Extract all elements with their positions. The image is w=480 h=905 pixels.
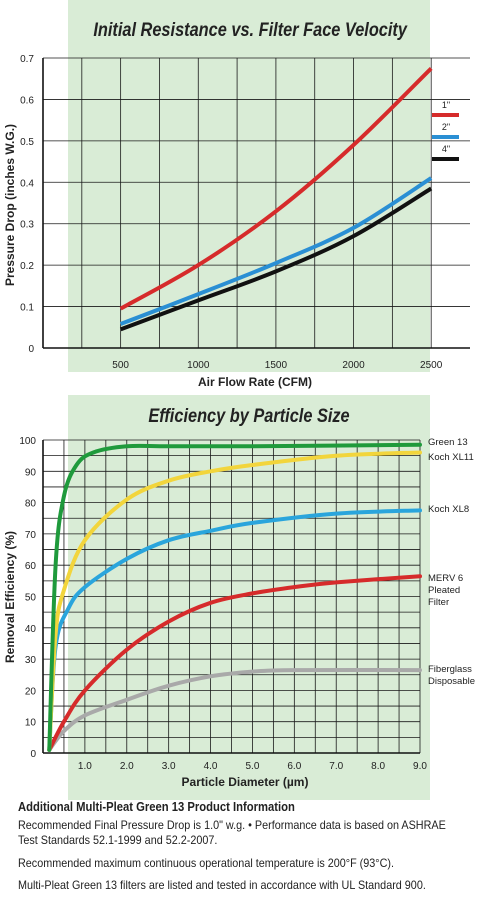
chart1-background-panel <box>68 0 430 372</box>
x-tick-label: 1000 <box>187 360 210 371</box>
series-label: MERV 6 Pleated Filter <box>428 573 463 608</box>
y-tick-label: 0.3 <box>20 220 34 231</box>
series-line <box>47 574 422 752</box>
y-tick-label: 100 <box>19 436 36 447</box>
y-tick-label: 10 <box>25 718 37 729</box>
x-tick-label: 2000 <box>342 360 365 371</box>
series-label: Koch XL8 <box>428 504 469 515</box>
y-tick-label: 70 <box>25 530 37 541</box>
series-label-line: Koch XL11 <box>428 452 474 463</box>
chart2-title: Efficiency by Particle Size <box>148 406 350 427</box>
x-tick-label: 5.0 <box>245 761 259 772</box>
y-tick-label: 0 <box>30 749 36 760</box>
series-label: Green 13 <box>428 437 468 448</box>
series-line <box>119 186 433 332</box>
y-tick-label: 40 <box>25 624 37 635</box>
y-tick-label: 0.5 <box>20 137 34 148</box>
y-tick-label: 50 <box>25 593 37 604</box>
chart2-background-panel <box>68 395 430 800</box>
series-line <box>47 442 422 752</box>
x-tick-label: 6.0 <box>287 761 301 772</box>
series-line <box>47 667 422 752</box>
legend-label: 4" <box>442 144 450 154</box>
series-label-line: MERV 6 <box>428 573 463 584</box>
info-text-ul: Multi-Pleat Green 13 filters are listed … <box>18 878 426 892</box>
info-text-pressure: Recommended Final Pressure Drop is 1.0" … <box>18 818 446 847</box>
y-tick-label: 0.4 <box>20 178 34 189</box>
series-label-line: Filter <box>428 597 449 608</box>
series-label-line: Green 13 <box>428 437 468 448</box>
series-line <box>47 508 422 752</box>
x-axis-label: Air Flow Rate (CFM) <box>198 375 312 389</box>
x-tick-label: 9.0 <box>413 761 427 772</box>
x-tick-label: 1500 <box>265 360 288 371</box>
x-tick-label: 2500 <box>420 360 443 371</box>
x-tick-label: 4.0 <box>204 761 218 772</box>
y-tick-label: 0.6 <box>20 95 34 106</box>
chart1-title: Initial Resistance vs. Filter Face Veloc… <box>93 20 407 41</box>
series-line <box>119 66 433 311</box>
x-axis-label: Particle Diameter (µm) <box>182 775 309 789</box>
x-tick-label: 7.0 <box>329 761 343 772</box>
resistance-chart: 0 0.1 0.2 0.3 0.4 0.5 0.6 0.7 500 1000 1500 2000 250… <box>3 54 470 389</box>
y-tick-label: 60 <box>25 561 37 572</box>
y-tick-label: 80 <box>25 499 37 510</box>
y-tick-label: 0 <box>28 344 34 355</box>
y-tick-label: 20 <box>25 686 37 697</box>
efficiency-chart: 0 10 20 30 40 50 60 70 80 90 100 1.0 2.0 3.0 4.0 5.0 6.0… <box>3 436 475 789</box>
series-label-line: Koch XL8 <box>428 504 469 515</box>
x-tick-label: 8.0 <box>371 761 385 772</box>
series-label: Koch XL11 <box>428 452 474 463</box>
y-tick-label: 0.7 <box>20 54 34 65</box>
info-heading: Additional Multi-Pleat Green 13 Product … <box>18 800 295 814</box>
y-tick-label: 0.1 <box>20 303 34 314</box>
series-label-line: Pleated <box>428 585 460 596</box>
y-axis-label: Pressure Drop (inches W.G.) <box>3 124 17 286</box>
y-axis-label: Removal Efficiency (%) <box>3 531 17 663</box>
y-tick-label: 30 <box>25 655 37 666</box>
series-line <box>47 450 422 752</box>
y-tick-label: 90 <box>25 467 37 478</box>
x-tick-label: 500 <box>112 360 129 371</box>
series-label-line: Fiberglass <box>428 664 472 675</box>
legend-label: 2" <box>442 122 450 132</box>
legend-label: 1" <box>442 100 450 110</box>
series-line <box>119 176 433 326</box>
x-tick-label: 2.0 <box>120 761 134 772</box>
series-label-line: Disposable <box>428 676 475 687</box>
y-tick-label: 0.2 <box>20 261 34 272</box>
x-tick-label: 3.0 <box>162 761 176 772</box>
x-tick-label: 1.0 <box>78 761 92 772</box>
info-text-temperature: Recommended maximum continuous operation… <box>18 856 395 870</box>
series-label: Fiberglass Disposable <box>428 664 475 687</box>
